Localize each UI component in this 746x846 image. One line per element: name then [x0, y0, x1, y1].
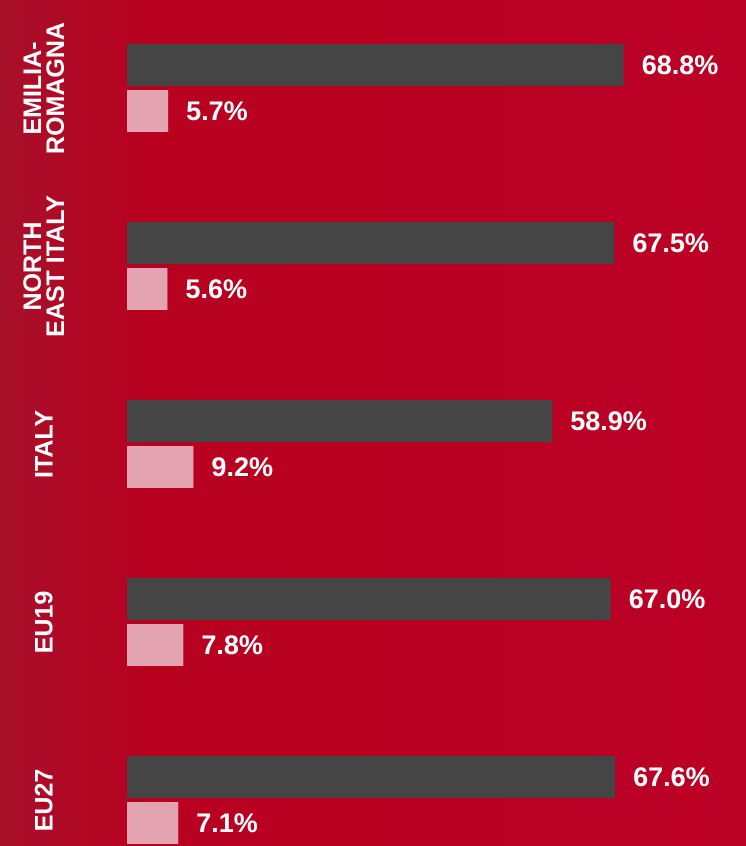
value-label: 58.9% — [570, 406, 647, 436]
bar — [127, 756, 616, 798]
value-label: 68.8% — [642, 50, 719, 80]
bar — [127, 802, 179, 844]
bar — [127, 90, 169, 132]
value-label: 9.2% — [211, 452, 273, 482]
value-label: 67.5% — [632, 228, 709, 258]
category-label: EU27 — [30, 768, 59, 832]
value-label: 5.7% — [186, 96, 248, 126]
value-label: 7.1% — [196, 808, 258, 838]
value-label: 5.6% — [185, 274, 247, 304]
bar — [127, 44, 624, 86]
bar — [127, 268, 168, 310]
category-label: NORTH EAST ITALY — [19, 195, 70, 337]
value-label: 67.0% — [629, 584, 706, 614]
bar — [127, 578, 611, 620]
bar — [127, 624, 184, 666]
category-label: EU19 — [30, 590, 59, 654]
category-label: EMILIA- ROMAGNA — [19, 22, 70, 154]
bar — [127, 400, 553, 442]
value-label: 7.8% — [201, 630, 263, 660]
bar — [127, 222, 615, 264]
bar — [127, 446, 194, 488]
category-label: ITALY — [30, 409, 59, 479]
value-label: 67.6% — [633, 762, 710, 792]
